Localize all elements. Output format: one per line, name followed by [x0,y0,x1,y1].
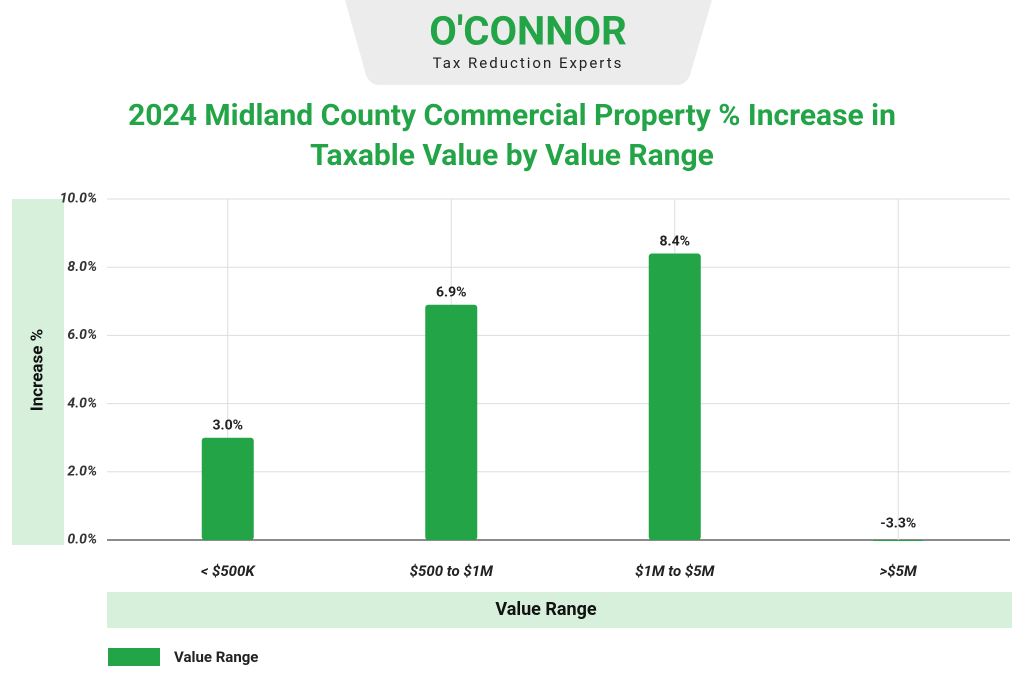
legend-label: Value Range [174,648,258,666]
y-tick-label: 0.0% [67,532,97,548]
y-tick-label: 8.0% [67,259,97,275]
bar [201,437,254,540]
x-axis-label: Value Range [495,599,597,620]
bar [425,304,478,540]
data-label: 6.9% [436,284,466,300]
legend-swatch [108,648,160,666]
logo-name: O'CONNOR [429,8,626,55]
data-label: -3.3% [880,516,916,532]
x-tick-label: $500 to $1M [410,562,493,580]
data-label: 3.0% [213,417,243,433]
x-tick-label: $1M to $5M [635,562,714,580]
data-label: 8.4% [660,233,690,249]
y-tick-label: 4.0% [67,395,97,411]
y-label-bg [12,199,64,545]
logo-tagline: Tax Reduction Experts [433,54,624,72]
y-axis-label: Increase % [27,329,47,411]
chart-title: 2024 Midland County Commercial Property … [128,98,896,173]
y-tick-label: 2.0% [67,464,97,480]
x-label-bg [107,592,1012,628]
bar [873,540,924,541]
x-tick-label: < $500K [201,562,257,580]
logo-bg [345,0,712,85]
y-tick-label: 6.0% [67,327,97,343]
y-tick-label: 10.0% [60,191,97,207]
x-tick-label: >$5M [880,562,917,580]
bar [648,253,701,540]
